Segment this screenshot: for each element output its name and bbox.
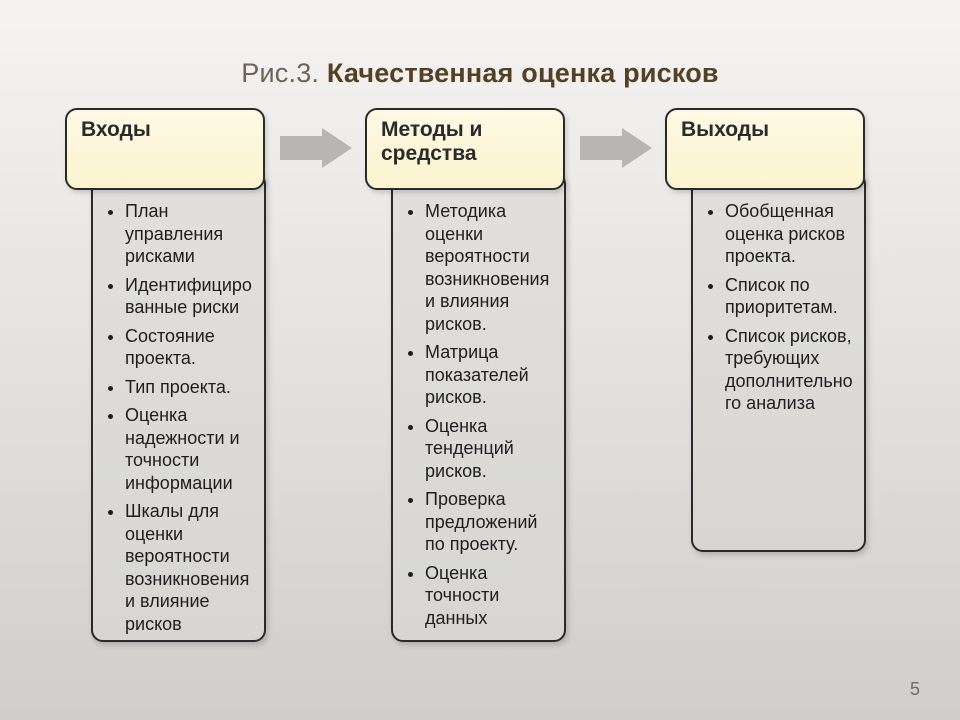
header-methods: Методы и средства bbox=[365, 108, 565, 190]
header-inputs: Входы bbox=[65, 108, 265, 190]
body-inputs: План управления рисками Идентифицированны… bbox=[91, 172, 266, 642]
title-prefix: Рис.3. bbox=[241, 58, 319, 88]
list-item: Оценка точности данных bbox=[425, 562, 554, 630]
flow-diagram: Входы План управления рисками Идентифицир… bbox=[65, 108, 900, 668]
list-item: План управления рисками bbox=[125, 200, 254, 268]
body-methods: Методика оценки вероятности возникновени… bbox=[391, 172, 566, 642]
column-methods: Методы и средства Методика оценки вероят… bbox=[365, 108, 565, 642]
list-item: Тип проекта. bbox=[125, 376, 254, 399]
list-item: Список по приоритетам. bbox=[725, 274, 854, 319]
arrow-icon bbox=[280, 128, 352, 168]
figure-title: Рис.3. Качественная оценка рисков bbox=[0, 58, 960, 89]
column-outputs: Выходы Обобщенная оценка рисков проекта.… bbox=[665, 108, 865, 552]
page-number: 5 bbox=[910, 679, 920, 700]
list-item: Методика оценки вероятности возникновени… bbox=[425, 200, 554, 335]
arrow-icon bbox=[580, 128, 652, 168]
body-outputs: Обобщенная оценка рисков проекта. Список … bbox=[691, 172, 866, 552]
header-outputs: Выходы bbox=[665, 108, 865, 190]
list-item: Состояние проекта. bbox=[125, 325, 254, 370]
list-item: Оценка тенденций рисков. bbox=[425, 415, 554, 483]
list-item: Список рисков, требующих дополнительного… bbox=[725, 325, 854, 415]
list-item: Оценка надежности и точности информации bbox=[125, 404, 254, 494]
list-item: Матрица показателей рисков. bbox=[425, 341, 554, 409]
list-item: Шкалы для оценки вероятности возникновен… bbox=[125, 500, 254, 635]
list-item: Проверка предложений по проекту. bbox=[425, 488, 554, 556]
list-item: Идентифицированные риски bbox=[125, 274, 254, 319]
column-inputs: Входы План управления рисками Идентифицир… bbox=[65, 108, 265, 642]
list-item: Обобщенная оценка рисков проекта. bbox=[725, 200, 854, 268]
title-main: Качественная оценка рисков bbox=[327, 58, 719, 88]
